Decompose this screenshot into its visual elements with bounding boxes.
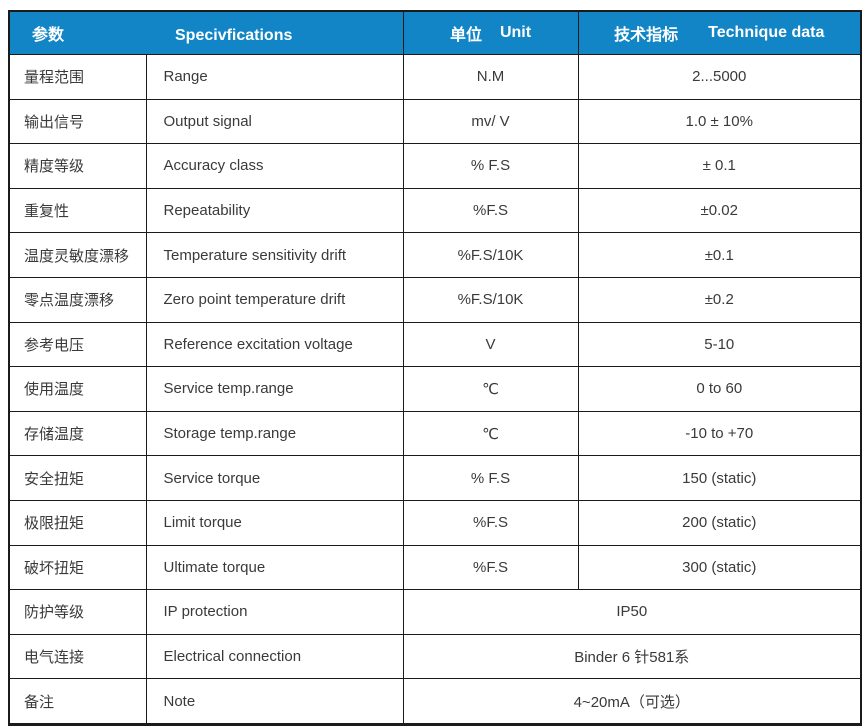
value-cell: ±0.2 (577, 276, 862, 323)
param-cell: 参考电压 (8, 321, 147, 368)
header-unit-cn-label: 单位 (449, 27, 482, 44)
table-header: 参数 Specivfications 单位 Unit 技术指标 Technique d… (8, 10, 862, 55)
header-unit-en-label: Unit (499, 24, 532, 41)
param-cell: 零点温度漂移 (8, 276, 147, 323)
param-cell: 重复性 (8, 187, 147, 234)
table-row-reference-voltage: 参考电压 Reference excitation voltage V 5-10 (8, 321, 862, 368)
unit-cell: V (402, 321, 579, 368)
table-row-limit-torque: 极限扭矩 Limit torque %F.S 200 (static) (8, 499, 862, 546)
unit-cell: mv/ V (402, 98, 579, 145)
param-cell: 量程范围 (8, 54, 147, 100)
table-row-ip-protection: 防护等级 IP protection IP50 (8, 589, 862, 635)
spec-cell: Storage temp.range (145, 410, 404, 457)
spec-cell: Temperature sensitivity drift (145, 232, 404, 278)
param-cell: 精度等级 (8, 143, 147, 189)
unit-cell: %F.S (402, 187, 579, 234)
unit-cell: N.M (402, 54, 579, 100)
spec-cell: Electrical connection (145, 633, 404, 680)
table-row-service-temp: 使用温度 Service temp.range ℃ 0 to 60 (8, 366, 862, 412)
unit-cell: %F.S (402, 499, 579, 546)
unit-cell: %F.S/10K (402, 232, 579, 278)
header-spec-label: Specivfications (175, 27, 293, 44)
value-cell: 1.0 ± 10% (577, 98, 862, 145)
header-data-cn-label: 技术指标 (614, 27, 679, 44)
value-cell: 5-10 (577, 321, 862, 368)
merged-value-cell: 4~20mA（可选） (402, 678, 862, 725)
header-row: 参数 Specivfications 单位 Unit 技术指标 Technique d… (8, 10, 862, 55)
header-technique-data: 技术指标 Technique data (577, 10, 862, 55)
table-row-range: 量程范围 Range N.M 2...5000 (8, 54, 862, 100)
spec-cell: Output signal (145, 98, 404, 145)
value-cell: -10 to +70 (577, 410, 862, 457)
table-row-ultimate-torque: 破坏扭矩 Ultimate torque %F.S 300 (static) (8, 544, 862, 591)
header-param-spec: 参数 Specivfications (8, 10, 404, 55)
value-cell: 2...5000 (577, 54, 862, 100)
value-cell: ±0.02 (577, 187, 862, 234)
specifications-table: 参数 Specivfications 单位 Unit 技术指标 Technique d… (8, 10, 862, 726)
param-cell: 存储温度 (8, 410, 147, 457)
spec-cell: IP protection (145, 589, 404, 635)
unit-cell: % F.S (402, 143, 579, 189)
spec-cell: Ultimate torque (145, 544, 404, 591)
header-data-en-label: Technique data (708, 24, 825, 41)
merged-value-cell: Binder 6 针581系 (402, 633, 862, 680)
value-cell: ± 0.1 (577, 143, 862, 189)
spec-cell: Service temp.range (145, 366, 404, 412)
param-cell: 防护等级 (8, 589, 147, 635)
merged-value-cell: IP50 (402, 589, 862, 635)
value-cell: 150 (static) (577, 455, 862, 501)
table-body: 量程范围 Range N.M 2...5000 输出信号 Output sign… (8, 54, 862, 725)
table-row-zero-temp-drift: 零点温度漂移 Zero point temperature drift %F.S… (8, 276, 862, 323)
header-param-label: 参数 (32, 27, 65, 44)
header-unit: 单位 Unit (402, 10, 579, 55)
spec-cell: Repeatability (145, 187, 404, 234)
param-cell: 使用温度 (8, 366, 147, 412)
table-row-service-torque: 安全扭矩 Service torque % F.S 150 (static) (8, 455, 862, 501)
table-row-electrical-connection: 电气连接 Electrical connection Binder 6 针581… (8, 633, 862, 680)
spec-cell: Range (145, 54, 404, 100)
value-cell: 200 (static) (577, 499, 862, 546)
table-row-note: 备注 Note 4~20mA（可选） (8, 678, 862, 725)
param-cell: 温度灵敏度漂移 (8, 232, 147, 278)
spec-cell: Limit torque (145, 499, 404, 546)
value-cell: 300 (static) (577, 544, 862, 591)
table-row-accuracy: 精度等级 Accuracy class % F.S ± 0.1 (8, 143, 862, 189)
unit-cell: ℃ (402, 410, 579, 457)
param-cell: 电气连接 (8, 633, 147, 680)
value-cell: ±0.1 (577, 232, 862, 278)
unit-cell: %F.S (402, 544, 579, 591)
unit-cell: ℃ (402, 366, 579, 412)
param-cell: 备注 (8, 678, 147, 725)
spec-cell: Note (145, 678, 404, 725)
param-cell: 安全扭矩 (8, 455, 147, 501)
param-cell: 极限扭矩 (8, 499, 147, 546)
spec-cell: Zero point temperature drift (145, 276, 404, 323)
table-row-storage-temp: 存储温度 Storage temp.range ℃ -10 to +70 (8, 410, 862, 457)
spec-cell: Reference excitation voltage (145, 321, 404, 368)
unit-cell: %F.S/10K (402, 276, 579, 323)
param-cell: 破坏扭矩 (8, 544, 147, 591)
spec-cell: Service torque (145, 455, 404, 501)
table-row-repeatability: 重复性 Repeatability %F.S ±0.02 (8, 187, 862, 234)
table-row-output-signal: 输出信号 Output signal mv/ V 1.0 ± 10% (8, 98, 862, 145)
table-row-temp-sensitivity-drift: 温度灵敏度漂移 Temperature sensitivity drift %F… (8, 232, 862, 278)
param-cell: 输出信号 (8, 98, 147, 145)
spec-cell: Accuracy class (145, 143, 404, 189)
value-cell: 0 to 60 (577, 366, 862, 412)
unit-cell: % F.S (402, 455, 579, 501)
